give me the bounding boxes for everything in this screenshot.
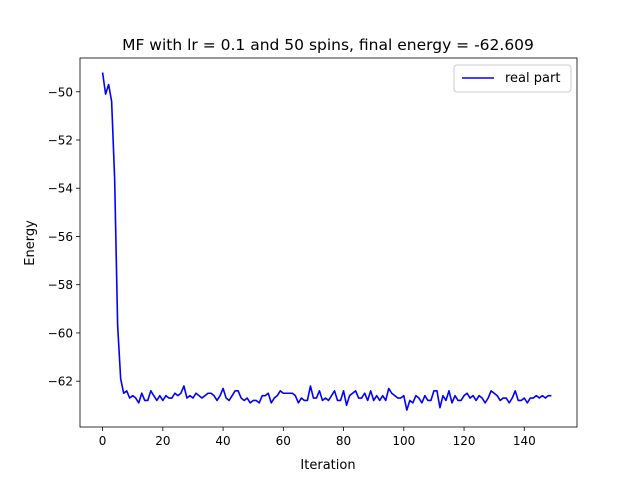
plot-area: 0 20 40 60 80 100 120 140 −50 −52 −54 −56 −58 −60 −62 [48,57,578,448]
x-tick-label: 60 [276,434,291,448]
series-line-real-part [101,72,552,411]
x-tick-label: 140 [513,434,536,448]
y-tick-label: −62 [48,375,73,389]
y-tick-label: −54 [48,182,73,196]
x-tick-label: 40 [215,434,230,448]
x-tick-label: 120 [453,434,476,448]
chart-title: MF with lr = 0.1 and 50 spins, final ene… [122,36,534,54]
x-axis: 0 20 40 60 80 100 120 140 [99,427,536,448]
plot-frame [79,57,578,428]
y-axis-label: Energy [23,220,38,266]
series-layer [101,72,552,411]
legend: real part [453,64,572,93]
legend-label-real-part: real part [505,71,560,86]
x-tick-label: 20 [155,434,170,448]
x-axis-label: Iteration [300,458,355,473]
x-tick-label: 80 [336,434,351,448]
x-tick-label: 0 [99,434,107,448]
x-tick-label: 100 [392,434,415,448]
legend-box [453,64,572,93]
y-axis: −50 −52 −54 −56 −58 −60 −62 [48,85,80,389]
y-tick-label: −60 [48,326,73,340]
y-tick-label: −58 [48,278,73,292]
y-tick-label: −52 [48,134,73,148]
y-tick-label: −50 [48,85,73,99]
y-tick-label: −56 [48,230,73,244]
